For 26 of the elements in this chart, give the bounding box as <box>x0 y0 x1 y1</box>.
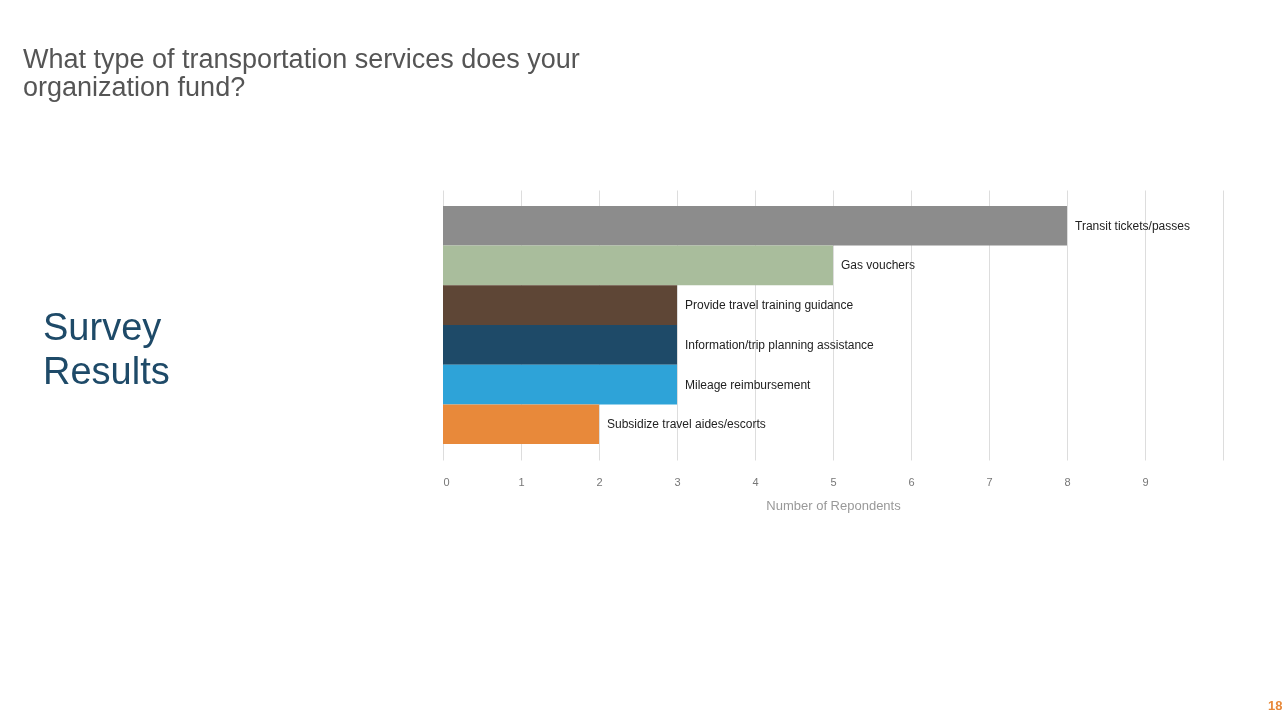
x-tick-label: 0 <box>443 475 450 488</box>
bar <box>443 325 677 365</box>
y-tick-label: Transit tickets/passes <box>1075 218 1190 233</box>
y-tick-label: Provide travel training guidance <box>685 298 854 313</box>
x-tick-label: 7 <box>986 475 993 488</box>
text: 18 <box>1268 698 1282 713</box>
x-axis-title: Number of Repondents <box>766 497 902 513</box>
bar <box>443 245 833 286</box>
x-tick-label: 3 <box>674 475 681 488</box>
bar <box>443 285 677 325</box>
x-tick-label: 9 <box>1142 475 1149 488</box>
y-tick-label: Mileage reimbursement <box>685 377 812 392</box>
x-tick-label: 2 <box>596 475 603 488</box>
x-tick-label: 6 <box>908 475 915 488</box>
x-tick-label: 1 <box>518 475 525 488</box>
chart-title: What type of transportation services does your organization fund? <box>23 44 580 102</box>
y-tick-label: Subsidize travel aides/escorts <box>607 417 766 432</box>
x-tick-label: 5 <box>830 475 837 488</box>
x-tick-label: 4 <box>752 475 759 488</box>
bar <box>443 205 1067 246</box>
x-tick-label: 8 <box>1064 475 1071 488</box>
bar <box>443 404 599 445</box>
y-tick-label: Gas vouchers <box>841 258 916 273</box>
bar <box>443 364 677 405</box>
text: Survey Results <box>43 306 170 392</box>
y-tick-label: Information/trip planning assistance <box>685 337 875 352</box>
